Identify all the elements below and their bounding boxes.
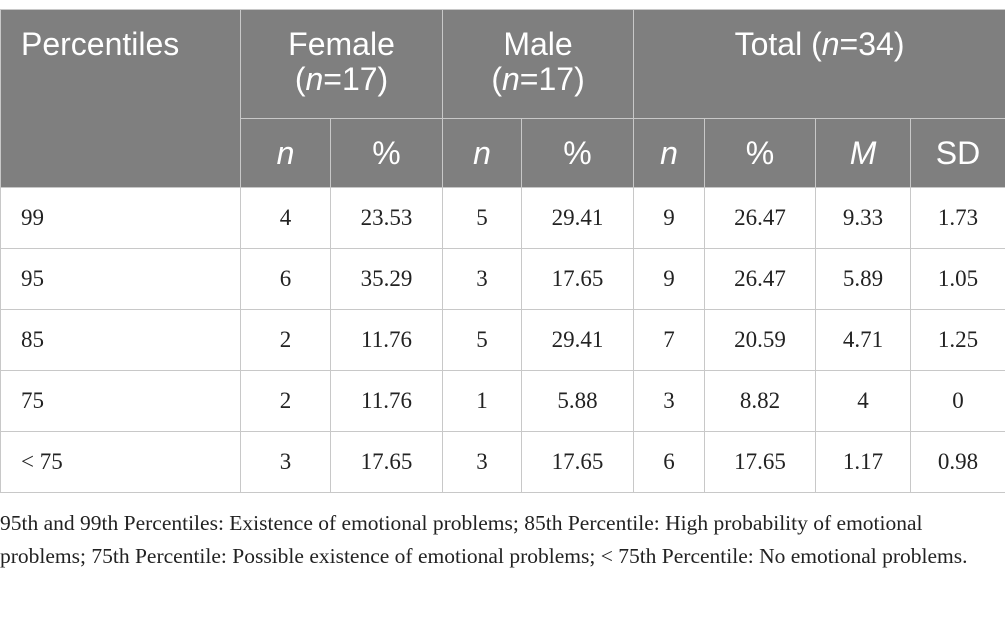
cell-total-n: 9 [633, 248, 706, 310]
cell-total-percent: 20.59 [704, 309, 817, 371]
cell-percentile: 99 [0, 187, 241, 249]
table-row: 75 2 11.76 1 5.88 3 8.82 4 0 [0, 370, 1005, 432]
cell-total-n: 7 [633, 309, 706, 371]
cell-total-sd: 1.73 [910, 187, 1005, 249]
cell-female-n: 2 [240, 309, 331, 371]
header-row-groups: Percentiles Female (n=17) Male (n=17) Tota… [0, 9, 1005, 188]
cell-total-mean: 4.71 [815, 309, 912, 371]
cell-female-percent: 11.76 [329, 370, 444, 432]
cell-male-percent: 17.65 [521, 431, 635, 493]
cell-female-n: 6 [240, 248, 331, 310]
percentile-table: Percentiles Female (n=17) Male (n=17) Tota… [0, 9, 1005, 493]
cell-total-percent: 17.65 [704, 431, 817, 493]
cell-female-n: 2 [240, 370, 331, 432]
cell-total-n: 9 [633, 187, 706, 249]
cell-total-mean: 4 [815, 370, 912, 432]
cell-total-percent: 8.82 [704, 370, 817, 432]
cell-total-mean: 9.33 [815, 187, 912, 249]
header-percentiles-label: Percentiles [21, 26, 180, 62]
cell-percentile: < 75 [0, 431, 241, 493]
cell-total-sd: 1.05 [910, 248, 1005, 310]
subheader-female-percent: % [329, 118, 444, 188]
subheader-total-percent: % [704, 118, 817, 188]
header-male-count: =17 [519, 61, 575, 97]
cell-male-percent: 5.88 [521, 370, 635, 432]
table-row: 85 2 11.76 5 29.41 7 20.59 4.71 1.25 [0, 309, 1005, 371]
header-total-count: =34) [839, 26, 905, 62]
subheader-total-n: n [633, 118, 706, 188]
subheader-male-n: n [442, 118, 523, 188]
cell-total-sd: 1.25 [910, 309, 1005, 371]
header-male: Male (n=17) [442, 9, 635, 119]
cell-total-sd: 0.98 [910, 431, 1005, 493]
header-male-label: Male [503, 26, 573, 62]
header-percentiles: Percentiles [0, 9, 241, 188]
table-row: 99 4 23.53 5 29.41 9 26.47 9.33 1.73 [0, 187, 1005, 249]
table-row: 95 6 35.29 3 17.65 9 26.47 5.89 1.05 [0, 248, 1005, 310]
cell-percentile: 95 [0, 248, 241, 310]
cell-male-n: 1 [442, 370, 523, 432]
subheader-female-n: n [240, 118, 331, 188]
cell-total-n: 3 [633, 370, 706, 432]
cell-percentile: 75 [0, 370, 241, 432]
cell-female-percent: 35.29 [329, 248, 444, 310]
table-footnote: 95th and 99th Percentiles: Existence of … [0, 511, 968, 568]
cell-male-percent: 29.41 [521, 187, 635, 249]
cell-female-percent: 17.65 [329, 431, 444, 493]
subheader-total-mean: M [815, 118, 912, 188]
cell-male-n: 3 [442, 431, 523, 493]
header-total-n: n [821, 26, 840, 62]
cell-total-percent: 26.47 [704, 248, 817, 310]
cell-total-n: 6 [633, 431, 706, 493]
cell-female-n: 3 [240, 431, 331, 493]
cell-male-n: 5 [442, 187, 523, 249]
cell-percentile: 85 [0, 309, 241, 371]
table-row: < 75 3 17.65 3 17.65 6 17.65 1.17 0.98 [0, 431, 1005, 493]
header-total: Total (n=34) [633, 9, 1005, 119]
cell-total-sd: 0 [910, 370, 1005, 432]
cell-total-mean: 1.17 [815, 431, 912, 493]
cell-male-n: 3 [442, 248, 523, 310]
cell-female-n: 4 [240, 187, 331, 249]
subheader-male-percent: % [521, 118, 635, 188]
header-female-label: Female [288, 26, 395, 62]
header-total-label: Total ( [734, 26, 822, 62]
cell-male-percent: 17.65 [521, 248, 635, 310]
cell-male-n: 5 [442, 309, 523, 371]
cell-female-percent: 23.53 [329, 187, 444, 249]
cell-total-mean: 5.89 [815, 248, 912, 310]
header-male-n: n [501, 61, 520, 97]
header-female-n: n [305, 61, 324, 97]
cell-total-percent: 26.47 [704, 187, 817, 249]
header-female-count: =17 [323, 61, 378, 97]
header-female: Female (n=17) [239, 9, 444, 119]
header-row-subcolumns: n % n % n % M SD [1, 118, 1005, 188]
cell-male-percent: 29.41 [521, 309, 635, 371]
subheader-total-sd: SD [910, 118, 1005, 188]
cell-female-percent: 11.76 [329, 309, 444, 371]
